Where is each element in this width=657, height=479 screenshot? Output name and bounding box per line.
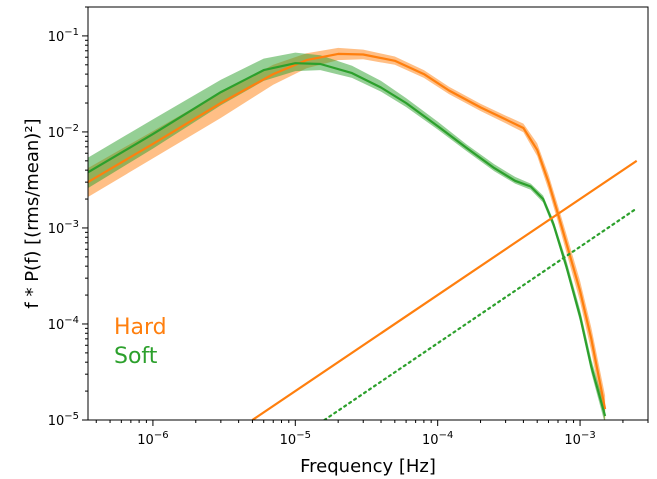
y-tick-label: 10−2 xyxy=(48,123,79,141)
series-line-hard-0 xyxy=(88,52,607,410)
band-hard-0 xyxy=(88,47,606,420)
x-tick-label: 10−6 xyxy=(137,430,168,448)
lines-layer xyxy=(88,52,638,420)
plot-frame xyxy=(87,6,649,421)
series-line-soft-3 xyxy=(323,207,638,420)
y-tick-label: 10−5 xyxy=(48,411,79,429)
x-tick-label: 10−5 xyxy=(280,430,311,448)
y-tick-label: 10−3 xyxy=(48,219,79,237)
y-tick-label: 10−1 xyxy=(48,27,79,45)
series-line-hard-2 xyxy=(251,159,638,420)
x-axis-label: Frequency [Hz] xyxy=(300,456,436,477)
legend-entry-hard: Hard xyxy=(114,315,167,340)
x-ticks: 10−6 10−5 10−4 10−3 xyxy=(95,420,649,448)
bands-layer xyxy=(88,47,606,420)
y-tick-label: 10−4 xyxy=(48,315,79,333)
y-ticks: 10−5 10−4 10−3 10−2 10−1 xyxy=(48,6,88,429)
series-line-soft-1 xyxy=(88,62,607,417)
band-soft-1 xyxy=(88,52,606,420)
legend-entry-soft: Soft xyxy=(114,344,158,369)
x-tick-label: 10−4 xyxy=(422,430,453,448)
y-axis-label: f * P(f) [(rms/mean)²] xyxy=(22,118,43,308)
x-tick-label: 10−3 xyxy=(564,430,595,448)
legend: Hard Soft xyxy=(114,315,167,369)
